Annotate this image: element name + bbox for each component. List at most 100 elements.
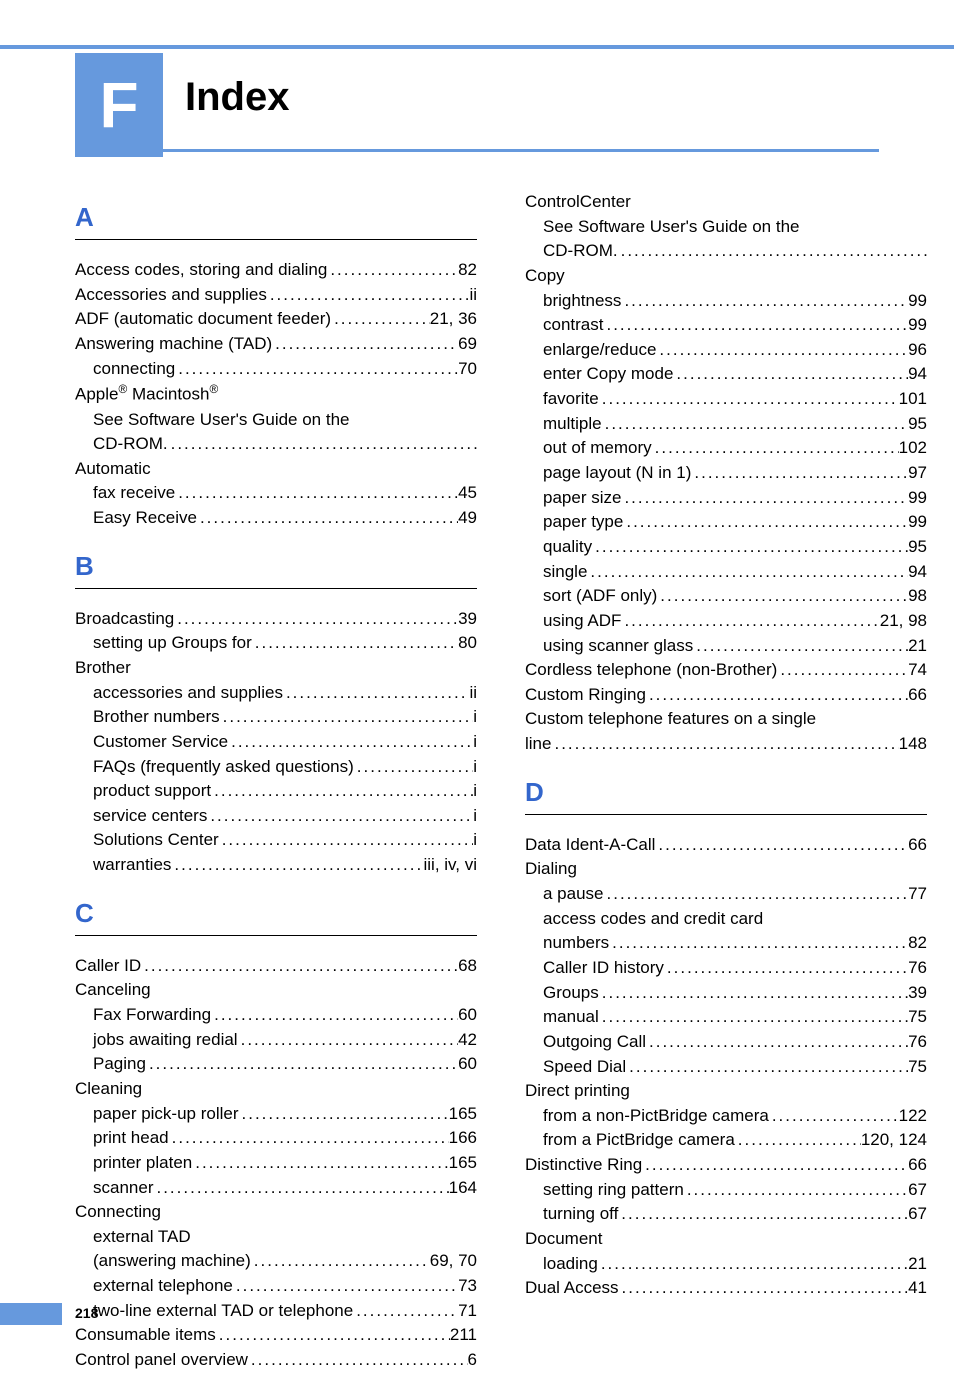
index-entry-page: 21 xyxy=(908,634,927,659)
index-entry: Control panel overview6 xyxy=(75,1348,477,1373)
leader-dots xyxy=(146,1052,458,1077)
index-entry-label: CD-ROM. xyxy=(93,432,168,457)
index-entry: Groups39 xyxy=(525,981,927,1006)
page-number: 218 xyxy=(75,1305,98,1321)
index-entry: Brother numbers i xyxy=(75,705,477,730)
index-column-left: AAccess codes, storing and dialing82Acce… xyxy=(75,190,477,1373)
index-entry: external TAD xyxy=(75,1225,477,1250)
index-entry-page: i xyxy=(473,828,477,853)
index-entry: Fax Forwarding 60 xyxy=(75,1003,477,1028)
index-entry: service centers i xyxy=(75,804,477,829)
index-entry-label: Answering machine (TAD) xyxy=(75,332,272,357)
index-entry-label: Broadcasting xyxy=(75,607,174,632)
leader-dots xyxy=(251,1249,430,1274)
index-entry: scanner164 xyxy=(75,1176,477,1201)
index-entry-label: out of memory xyxy=(543,436,652,461)
index-column-right: ControlCenterSee Software User's Guide o… xyxy=(525,190,927,1373)
index-entry-page: 148 xyxy=(899,732,927,757)
index-entry-page: 60 xyxy=(458,1003,477,1028)
index-entry-label: Customer Service xyxy=(93,730,228,755)
leader-dots xyxy=(604,882,909,907)
leader-dots xyxy=(619,1276,909,1301)
index-entry-label: Control panel overview xyxy=(75,1348,248,1373)
index-entry-page: iii, iv, vi xyxy=(423,853,477,878)
index-entry-label: service centers xyxy=(93,804,207,829)
index-entry: Outgoing Call76 xyxy=(525,1030,927,1055)
index-entry-label: Brother xyxy=(75,656,131,681)
index-entry-label: numbers xyxy=(543,931,609,956)
index-entry-page: 102 xyxy=(899,436,927,461)
index-entry-label: brightness xyxy=(543,289,621,314)
index-entry-label: Brother numbers xyxy=(93,705,220,730)
index-entry-label: Groups xyxy=(543,981,599,1006)
leader-dots xyxy=(175,481,458,506)
index-entry: paper pick-up roller165 xyxy=(75,1102,477,1127)
index-entry: Automatic xyxy=(75,457,477,482)
index-entry: enlarge/reduce96 xyxy=(525,338,927,363)
leader-dots xyxy=(171,853,423,878)
index-entry: turning off67 xyxy=(525,1202,927,1227)
index-entry: Dual Access41 xyxy=(525,1276,927,1301)
index-entry-page: 41 xyxy=(908,1276,927,1301)
leader-dots xyxy=(551,732,898,757)
index-entry-label: line xyxy=(525,732,551,757)
index-entry-page: 211 xyxy=(450,1323,477,1348)
leader-dots xyxy=(168,432,477,457)
top-stripe xyxy=(0,45,954,49)
index-entry-label: warranties xyxy=(93,853,171,878)
index-entry-page: i xyxy=(473,705,477,730)
index-entry: ControlCenter xyxy=(525,190,927,215)
section-letter: C xyxy=(75,898,477,929)
leader-dots xyxy=(211,779,473,804)
index-entry: Access codes, storing and dialing82 xyxy=(75,258,477,283)
leader-dots xyxy=(248,1348,468,1373)
index-entry: Consumable items 211 xyxy=(75,1323,477,1348)
leader-dots xyxy=(646,1030,908,1055)
index-entry-page: 82 xyxy=(458,258,477,283)
leader-dots xyxy=(655,833,908,858)
index-entry-page: 94 xyxy=(908,560,927,585)
leader-dots xyxy=(646,683,908,708)
index-entry-label: quality xyxy=(543,535,592,560)
index-entry-label: Fax Forwarding xyxy=(93,1003,211,1028)
index-entry-label: paper size xyxy=(543,486,621,511)
index-entry-label: Copy xyxy=(525,264,565,289)
index-entry-page: 99 xyxy=(908,486,927,511)
index-entry: warranties iii, iv, vi xyxy=(75,853,477,878)
index-entry: connecting70 xyxy=(75,357,477,382)
leader-dots xyxy=(599,981,908,1006)
index-entry-page: i xyxy=(473,804,477,829)
index-entry-label: Automatic xyxy=(75,457,151,482)
leader-dots xyxy=(238,1028,458,1053)
index-entry-page: 95 xyxy=(908,535,927,560)
index-entry: access codes and credit card xyxy=(525,907,927,932)
index-entry-label: Document xyxy=(525,1227,602,1252)
index-entry-page: 80 xyxy=(458,631,477,656)
index-entry-page: 42 xyxy=(458,1028,477,1053)
leader-dots xyxy=(252,631,458,656)
index-entry: Caller ID68 xyxy=(75,954,477,979)
index-entry-label: Caller ID history xyxy=(543,956,664,981)
leader-dots xyxy=(684,1178,908,1203)
index-entry-page: 122 xyxy=(899,1104,927,1129)
leader-dots xyxy=(598,1252,908,1277)
leader-dots xyxy=(174,607,458,632)
index-entry: product supporti xyxy=(75,779,477,804)
leader-dots xyxy=(652,436,899,461)
index-entry-page: 98 xyxy=(908,584,927,609)
index-entry-label: contrast xyxy=(543,313,603,338)
footer-tab xyxy=(0,1303,62,1325)
index-entry-page: 67 xyxy=(908,1178,927,1203)
index-entry-label: external telephone xyxy=(93,1274,233,1299)
index-entry-label: Consumable items xyxy=(75,1323,216,1348)
index-entry: Direct printing xyxy=(525,1079,927,1104)
leader-dots xyxy=(769,1104,899,1129)
index-entry: out of memory 102 xyxy=(525,436,927,461)
leader-dots xyxy=(618,239,927,264)
index-entry-label: Easy Receive xyxy=(93,506,197,531)
index-entry: FAQs (frequently asked questions)i xyxy=(75,755,477,780)
index-entry: favorite101 xyxy=(525,387,927,412)
leader-dots xyxy=(621,486,908,511)
index-entry-label: Canceling xyxy=(75,978,151,1003)
leader-dots xyxy=(656,338,908,363)
